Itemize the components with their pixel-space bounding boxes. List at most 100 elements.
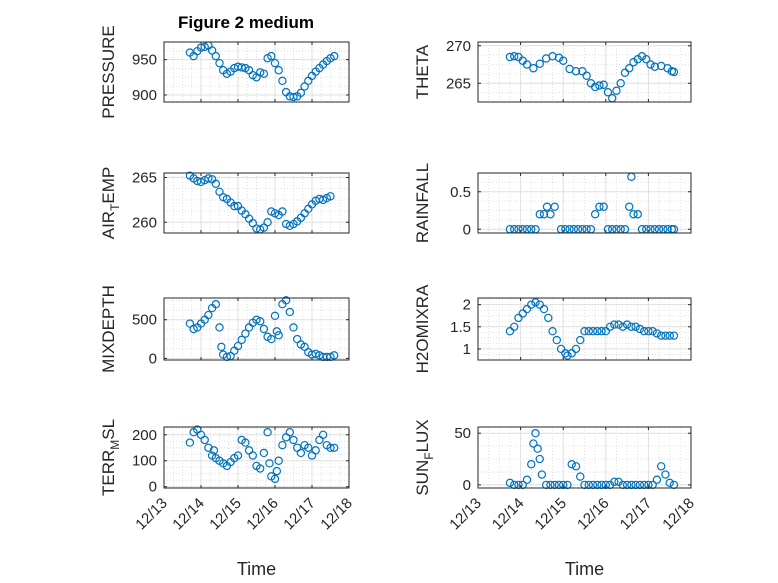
data-point	[211, 300, 220, 309]
data-point	[505, 478, 515, 488]
data-point	[211, 51, 220, 61]
data-point	[510, 322, 519, 331]
data-point	[233, 341, 243, 351]
y-tick-label: 50	[454, 425, 471, 442]
data-point	[230, 201, 239, 211]
data-point	[514, 313, 523, 323]
data-point	[661, 331, 670, 340]
data-point	[550, 202, 559, 211]
y-axis-label: THETA	[413, 44, 432, 99]
data-point	[270, 474, 280, 484]
data-point	[185, 438, 195, 447]
data-point	[304, 443, 313, 452]
x-axis-label: Time	[565, 559, 604, 579]
data-point	[656, 462, 666, 471]
y-tick-label: 265	[446, 75, 471, 92]
data-point	[281, 296, 291, 305]
axes-frame	[163, 426, 350, 489]
data-point	[595, 81, 604, 90]
data-point	[571, 344, 581, 354]
data-point	[289, 92, 298, 102]
y-axis-label: RAINFALL	[413, 163, 432, 243]
data-point	[241, 329, 250, 338]
axes-frame	[163, 172, 350, 234]
data-point	[535, 454, 544, 464]
data-point	[552, 335, 562, 345]
data-point	[522, 475, 532, 484]
y-tick-label: 950	[132, 52, 157, 69]
data-point	[267, 51, 276, 61]
y-axis-label: AIRTEMP	[99, 167, 122, 240]
data-point	[285, 427, 294, 437]
data-point	[272, 466, 282, 476]
data-point	[527, 460, 536, 469]
data-point	[571, 462, 581, 471]
y-tick-label: 200	[132, 427, 157, 444]
data-point	[618, 322, 628, 331]
data-point	[620, 68, 630, 77]
data-point	[665, 331, 674, 340]
data-point	[522, 304, 532, 314]
data-point	[625, 202, 634, 211]
data-point	[578, 67, 587, 76]
y-tick-label: 900	[132, 87, 157, 104]
data-point	[311, 446, 320, 455]
data-point	[326, 192, 335, 201]
data-point	[296, 88, 306, 98]
data-point	[642, 55, 651, 64]
data-point	[318, 430, 328, 439]
data-point	[518, 309, 527, 318]
y-tick-label: 500	[132, 312, 157, 329]
data-point	[595, 202, 604, 211]
data-point	[300, 82, 309, 91]
y-tick-label: 0	[463, 477, 471, 494]
data-point	[556, 344, 566, 354]
y-tick-label: 260	[132, 214, 157, 231]
data-point	[537, 470, 547, 479]
data-point	[510, 52, 519, 61]
data-point	[535, 300, 544, 309]
data-point	[652, 475, 662, 484]
data-point	[529, 64, 538, 73]
y-tick-label: 100	[132, 453, 157, 470]
data-point	[256, 317, 265, 326]
data-point	[633, 210, 642, 219]
y-axis-label: H2OMIXRA	[413, 284, 432, 373]
data-point	[601, 327, 611, 336]
data-point	[200, 42, 209, 52]
data-point	[661, 470, 670, 479]
data-point	[196, 43, 206, 52]
data-point	[272, 327, 282, 336]
data-point	[259, 324, 269, 334]
figure-title: Figure 2 medium	[178, 13, 314, 32]
subplot-5: 0 500 MIXDEPTH	[99, 285, 350, 373]
data-point	[289, 435, 298, 445]
axes-frame	[477, 41, 692, 103]
data-point	[505, 52, 515, 62]
data-point	[605, 322, 615, 331]
x-axis-label: Time	[237, 559, 276, 579]
data-point	[535, 59, 544, 68]
axes-frame	[163, 297, 350, 361]
data-point	[252, 315, 261, 324]
data-point	[669, 331, 679, 340]
data-point	[622, 320, 632, 329]
data-point	[204, 174, 213, 183]
data-point	[548, 327, 557, 336]
data-point	[610, 320, 619, 329]
data-point	[531, 429, 540, 438]
y-tick-label: 1.5	[450, 319, 471, 336]
data-point	[614, 320, 623, 329]
data-point	[533, 444, 542, 453]
data-point	[522, 60, 532, 69]
y-axis-label: PRESSURE	[99, 25, 118, 119]
data-point	[274, 331, 283, 340]
data-point	[567, 349, 576, 358]
data-point	[625, 64, 634, 73]
data-point	[263, 218, 272, 227]
data-point	[200, 435, 209, 445]
data-point	[330, 351, 339, 360]
data-point	[646, 60, 655, 69]
data-point	[248, 451, 257, 460]
